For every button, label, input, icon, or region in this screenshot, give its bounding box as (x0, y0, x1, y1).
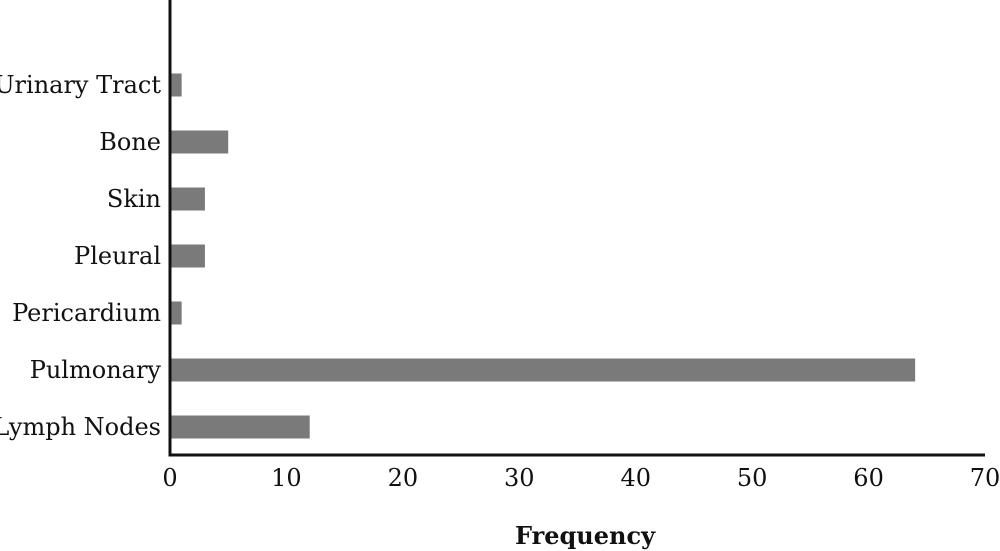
x-axis-title: Frequency (515, 521, 656, 550)
category-label-bone: Bone (99, 128, 161, 156)
category-label-lymph-nodes: Lymph Nodes (0, 413, 161, 441)
bars-group (171, 73, 916, 439)
bar-urinary-tract (171, 73, 182, 97)
bar-skin (171, 187, 205, 211)
bar-bone (171, 130, 229, 154)
x-tick-label-10: 10 (271, 464, 302, 492)
category-label-pulmonary: Pulmonary (30, 356, 162, 384)
x-tick-label-40: 40 (620, 464, 651, 492)
category-label-skin: Skin (107, 185, 161, 213)
x-tick-label-70: 70 (970, 464, 1000, 492)
bar-pericardium (171, 301, 182, 325)
x-tick-label-20: 20 (388, 464, 419, 492)
bar-pulmonary (171, 358, 916, 382)
bar-lymph-nodes (171, 415, 310, 439)
category-label-pericardium: Pericardium (12, 299, 161, 327)
x-tick-label-50: 50 (737, 464, 768, 492)
category-labels: Urinary Tract Bone Skin Pleural Pericardium P… (0, 71, 161, 441)
x-tick-labels: 0 10 20 30 40 50 60 70 (162, 464, 1000, 492)
x-tick-label-60: 60 (853, 464, 884, 492)
category-label-pleural: Pleural (74, 242, 161, 270)
category-label-urinary-tract: Urinary Tract (0, 71, 161, 99)
bar-pleural (171, 244, 205, 268)
x-tick-label-0: 0 (162, 464, 177, 492)
x-tick-label-30: 30 (504, 464, 535, 492)
